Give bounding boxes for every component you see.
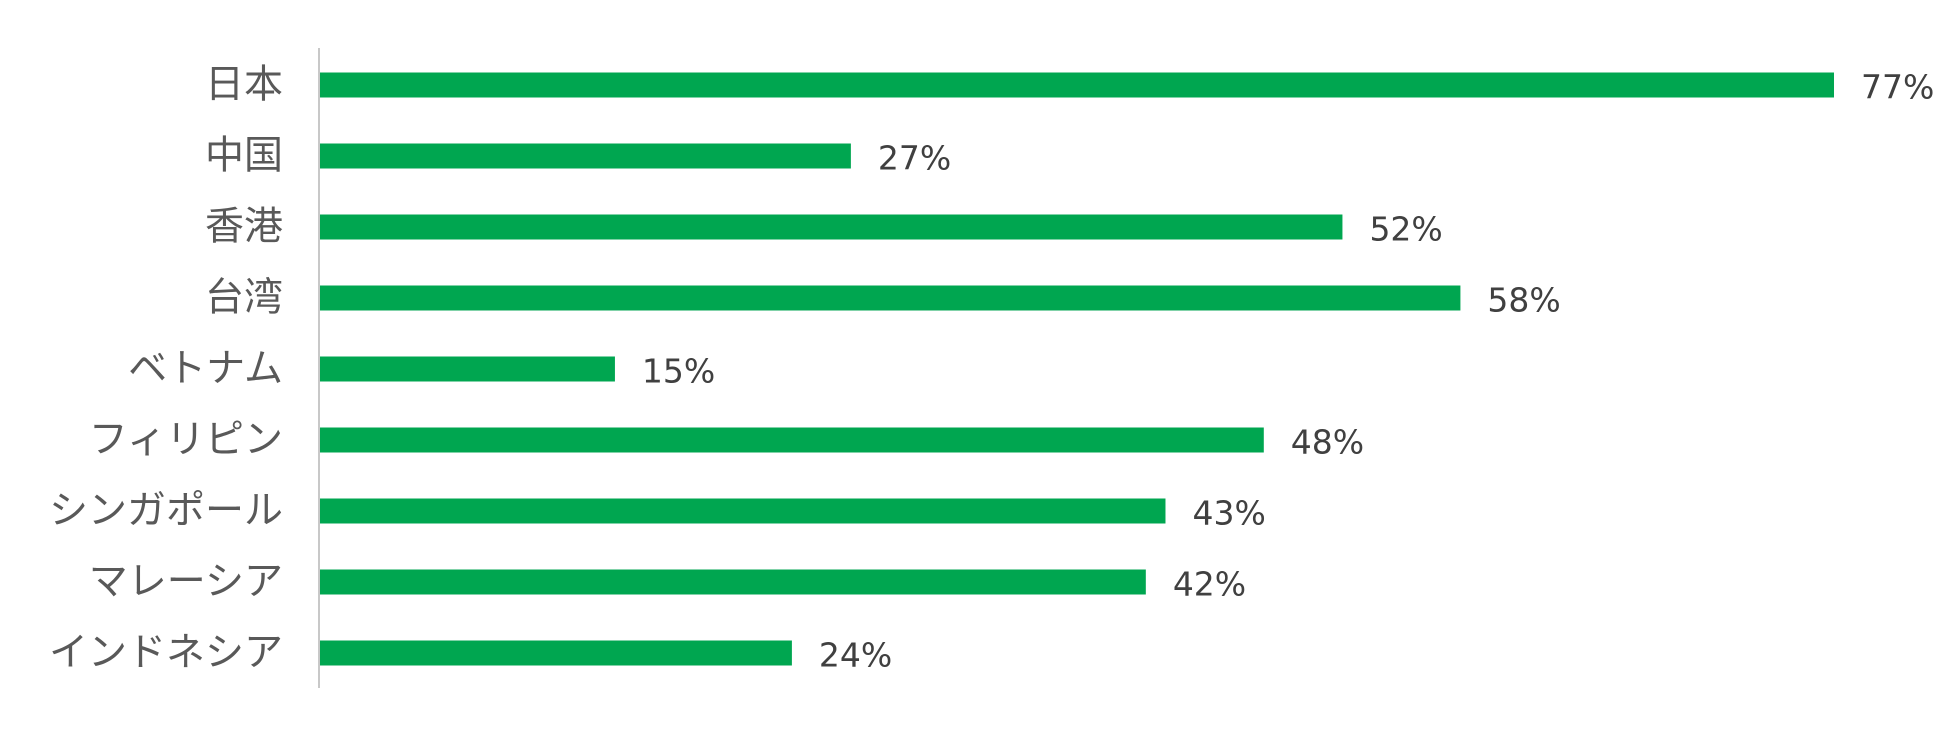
value-label: 58% — [1487, 281, 1560, 320]
bar — [320, 498, 1166, 524]
bar — [320, 285, 1461, 311]
bar — [320, 143, 851, 169]
bar — [320, 72, 1834, 98]
value-label: 43% — [1192, 494, 1265, 533]
category-label: フィリピン — [89, 418, 283, 463]
bars-group — [320, 72, 1834, 666]
value-label: 48% — [1291, 423, 1364, 462]
bar — [320, 569, 1146, 595]
bar — [320, 427, 1264, 453]
value-label: 27% — [878, 139, 951, 178]
value-labels: 77% 27% 52% 58% 15% 48% 43% 42% 24% — [642, 68, 1934, 675]
value-label: 15% — [642, 352, 715, 391]
bar — [320, 356, 615, 382]
category-label: シンガポール — [49, 489, 283, 534]
category-label: 日本 — [205, 63, 283, 108]
category-label: 香港 — [205, 205, 283, 250]
category-label: マレーシア — [89, 560, 283, 605]
value-label: 42% — [1173, 565, 1246, 604]
category-label: 中国 — [205, 134, 283, 179]
value-label: 52% — [1369, 210, 1442, 249]
category-label: ベトナム — [128, 347, 283, 392]
value-label: 77% — [1861, 68, 1934, 107]
bar — [320, 640, 792, 666]
category-label: 台湾 — [205, 276, 283, 321]
category-label: インドネシア — [49, 631, 283, 676]
bar — [320, 214, 1343, 240]
value-label: 24% — [819, 636, 892, 675]
